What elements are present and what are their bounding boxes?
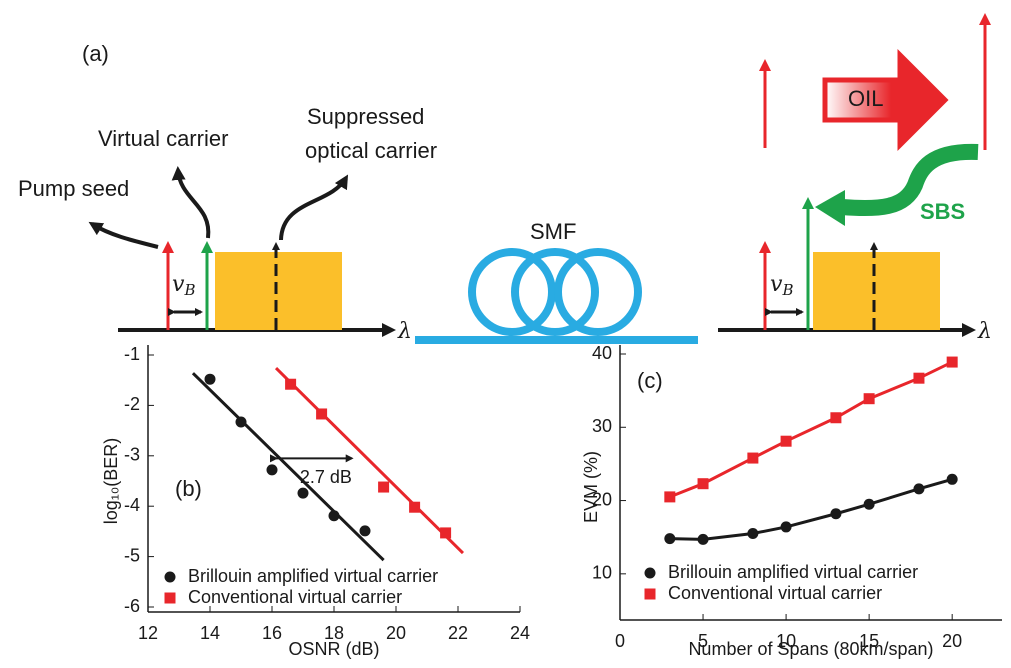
fit-line — [191, 372, 385, 562]
y-tick-label: -3 — [124, 445, 140, 465]
point — [830, 412, 842, 424]
shift-symbol: v — [172, 272, 185, 297]
point — [359, 525, 371, 537]
series-line — [669, 477, 953, 541]
y-tick-label: -2 — [124, 394, 140, 414]
sbs-arrowhead — [815, 190, 845, 226]
legend-label: Conventional virtual carrier — [188, 587, 402, 607]
panel-label: (c) — [637, 368, 663, 393]
point — [697, 533, 709, 545]
point — [863, 393, 875, 405]
signal-band — [215, 252, 342, 330]
chart: 12 14 16 18 20 22 24 -1 -2 -3 -4 -5 -6 OSNR (dB) log₁₀… — [101, 344, 530, 659]
y-tick-label: -4 — [124, 495, 140, 515]
x-tick-label: 12 — [138, 623, 158, 643]
y-tick-label: 20 — [592, 489, 612, 509]
y-tick-label: 10 — [592, 563, 612, 583]
point — [316, 408, 328, 420]
pump-seed-label: Pump seed — [18, 176, 129, 201]
point — [297, 487, 309, 499]
x-tick-label: 0 — [615, 631, 625, 651]
x-tick-label: 24 — [510, 623, 530, 643]
point — [913, 372, 925, 384]
signal-band — [813, 252, 940, 330]
sbs-label: SBS — [920, 199, 965, 224]
legend-marker — [644, 588, 656, 600]
point — [863, 498, 875, 510]
oil-label: OIL — [848, 86, 883, 111]
x-tick-label: 22 — [448, 623, 468, 643]
x-tick-label: 15 — [859, 631, 879, 651]
point — [747, 452, 759, 464]
series-line — [669, 360, 953, 499]
fiber-loop — [511, 248, 599, 336]
lambda: λ — [397, 319, 412, 344]
point — [204, 373, 216, 385]
point — [664, 491, 676, 503]
panel-label: (a) — [82, 41, 109, 66]
x-tick-label: 18 — [324, 623, 344, 643]
point — [946, 356, 958, 368]
y-axis-label: log₁₀(BER) — [101, 438, 121, 525]
suppressed-label: Suppressed — [307, 104, 424, 129]
x-tick-label: 14 — [200, 623, 220, 643]
point — [378, 481, 390, 493]
diagram: (a) λ vB Pump seed Virtual carrier Suppr… — [18, 13, 992, 344]
shift-subscript: B — [183, 281, 195, 299]
annotation-label: 2.7 dB — [300, 467, 352, 487]
point — [946, 473, 958, 485]
legend-marker — [164, 571, 176, 583]
fiber-loop — [468, 248, 556, 336]
callout-arrow — [279, 174, 349, 241]
shift-subscript: B — [781, 281, 793, 299]
x-tick-label: 10 — [776, 631, 796, 651]
shift-symbol: v — [770, 272, 783, 297]
x-tick-label: 16 — [262, 623, 282, 643]
shift-label: vB — [172, 272, 195, 299]
point — [328, 510, 340, 522]
point — [409, 501, 421, 513]
shift-label: vB — [770, 272, 793, 299]
y-axis-label: EVM (%) — [581, 451, 601, 523]
y-tick-label: 30 — [592, 416, 612, 436]
callout-arrow — [171, 166, 211, 239]
oil-arrow — [822, 48, 949, 152]
x-axis-label: OSNR (dB) — [288, 639, 379, 659]
point — [830, 508, 842, 520]
point — [440, 527, 452, 539]
fiber-loop — [554, 248, 642, 336]
callout-arrow — [88, 221, 159, 249]
panel-label: (b) — [175, 476, 202, 501]
lambda: λ — [977, 319, 992, 344]
fit-line — [274, 367, 465, 555]
point — [780, 435, 792, 447]
x-tick-label: 5 — [698, 631, 708, 651]
point — [235, 416, 247, 428]
y-tick-label: -5 — [124, 545, 140, 565]
point — [747, 528, 759, 540]
virtual-carrier-label: Virtual carrier — [98, 126, 228, 151]
chart: 0 5 10 15 20 10 20 30 40 Number of Spans (80km/sp… — [581, 343, 1002, 659]
point — [913, 483, 925, 495]
suppressed-label: optical carrier — [305, 138, 437, 163]
legend-label: Brillouin amplified virtual carrier — [188, 566, 438, 586]
legend-marker — [164, 592, 176, 604]
x-tick-label: 20 — [942, 631, 962, 651]
legend-label: Brillouin amplified virtual carrier — [668, 562, 918, 582]
y-tick-label: -1 — [124, 344, 140, 364]
point — [285, 378, 297, 390]
point — [664, 533, 676, 545]
point — [697, 478, 709, 490]
legend-marker — [644, 567, 656, 579]
fiber-label: SMF — [530, 219, 576, 244]
x-axis-label: Number of Spans (80km/span) — [688, 639, 933, 659]
legend-label: Conventional virtual carrier — [668, 583, 882, 603]
point — [780, 521, 792, 533]
x-tick-label: 20 — [386, 623, 406, 643]
point — [266, 464, 278, 476]
sbs-arrow — [841, 143, 979, 217]
y-tick-label: -6 — [124, 596, 140, 616]
y-tick-label: 40 — [592, 343, 612, 363]
